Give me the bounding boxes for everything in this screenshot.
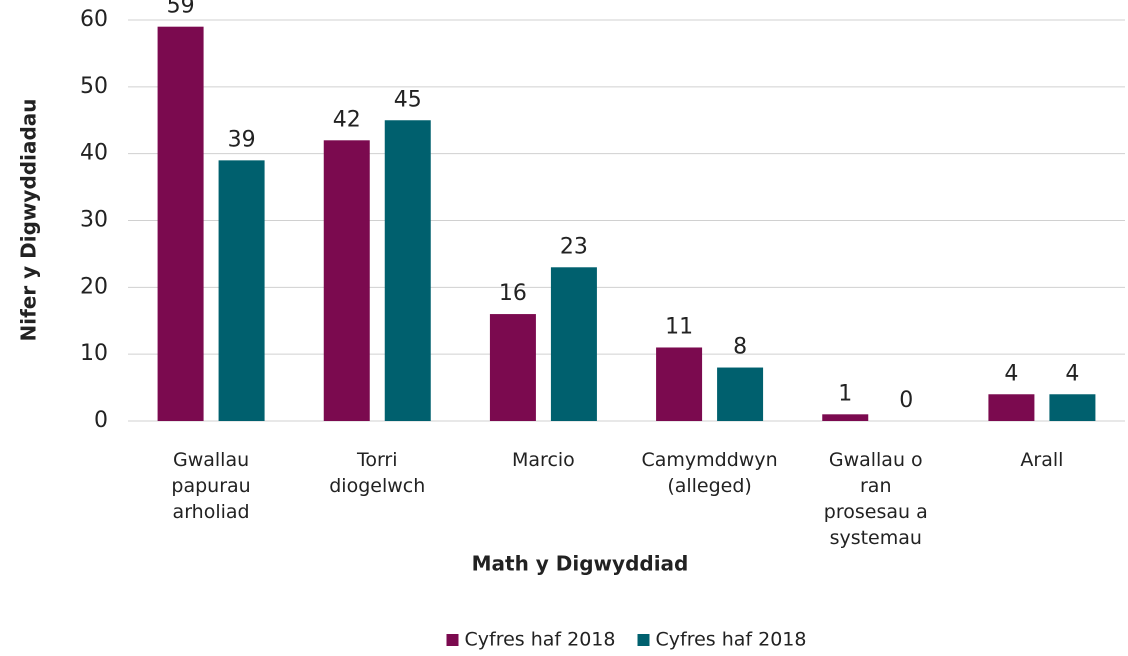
legend-swatch — [446, 634, 459, 646]
y-axis-title: Nifer y Digwyddiadau — [17, 98, 41, 341]
bar — [157, 26, 204, 422]
y-tick-label: 10 — [80, 341, 108, 366]
legend-swatch — [637, 634, 650, 646]
x-tick-label: Torri diogelwch — [329, 449, 425, 497]
value-label: 11 — [665, 314, 693, 339]
legend-label: Cyfres haf 2018 — [465, 629, 616, 651]
value-label: 4 — [1065, 361, 1079, 386]
x-axis-title: Math y Digwyddiad — [472, 552, 689, 576]
value-label: 59 — [167, 0, 195, 19]
value-label: 8 — [733, 335, 747, 360]
bar — [323, 140, 370, 422]
x-tick-label: Marcio — [512, 449, 575, 471]
x-tick-label: Gwallau o ran prosesau a systemau — [824, 449, 928, 549]
value-label: 1 — [838, 381, 852, 406]
bar — [1049, 394, 1096, 421]
bar — [988, 394, 1035, 421]
bar — [656, 347, 703, 421]
bar — [384, 120, 431, 421]
x-tick-label: Arall — [1020, 449, 1063, 471]
y-tick-label: 60 — [80, 7, 108, 32]
value-label: 0 — [899, 388, 913, 413]
value-label: 42 — [333, 107, 361, 132]
value-label: 45 — [394, 87, 422, 112]
x-tick-label: Gwallau papurau arholiad — [171, 449, 250, 523]
y-tick-label: 50 — [80, 74, 108, 99]
bar — [550, 267, 597, 421]
legend-label: Cyfres haf 2018 — [656, 629, 807, 651]
value-label: 23 — [560, 234, 588, 259]
value-label: 39 — [228, 127, 256, 152]
x-tick-label: Camymddwyn (alleged) — [642, 449, 778, 497]
y-tick-label: 30 — [80, 208, 108, 233]
y-tick-label: 40 — [80, 141, 108, 166]
y-tick-label: 0 — [94, 408, 108, 433]
value-label: 16 — [499, 281, 527, 306]
value-label: 4 — [1004, 361, 1018, 386]
bar — [218, 160, 265, 421]
y-tick-label: 20 — [80, 274, 108, 299]
bar — [822, 414, 869, 421]
bar — [717, 367, 764, 421]
bar — [489, 314, 536, 421]
